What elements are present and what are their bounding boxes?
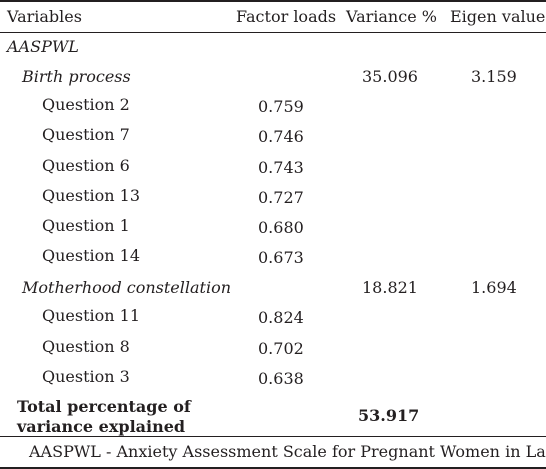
scale-label: AASPWL bbox=[7, 37, 79, 56]
question-label: Question 6 bbox=[42, 156, 130, 175]
header-rule bbox=[0, 32, 546, 33]
header-factor-loads: Factor loads bbox=[236, 7, 337, 26]
factor-load: 0.638 bbox=[258, 369, 304, 388]
question-label: Question 11 bbox=[42, 306, 141, 325]
factor-load: 0.759 bbox=[258, 97, 304, 116]
total-variance-label: Total percentage of variance explained bbox=[17, 397, 191, 436]
question-label: Question 7 bbox=[42, 125, 130, 144]
header-variance: Variance % bbox=[346, 7, 437, 26]
header-variables: Variables bbox=[7, 7, 82, 26]
total-variance-value: 53.917 bbox=[358, 406, 420, 425]
factor-name: Motherhood constellation bbox=[22, 278, 232, 297]
question-label: Question 3 bbox=[42, 367, 130, 386]
factor-load: 0.743 bbox=[258, 158, 304, 177]
factor-name: Birth process bbox=[22, 67, 131, 86]
factor-load: 0.746 bbox=[258, 127, 304, 146]
question-label: Question 14 bbox=[42, 246, 141, 265]
factor-eigen-value: 3.159 bbox=[471, 67, 517, 86]
question-label: Question 1 bbox=[42, 216, 130, 235]
table-footnote: AASPWL - Anxiety Assessment Scale for Pr… bbox=[29, 442, 546, 461]
question-label: Question 2 bbox=[42, 95, 130, 114]
table-end-rule bbox=[0, 436, 546, 437]
factor-eigen-value: 1.694 bbox=[471, 278, 517, 297]
factor-load: 0.727 bbox=[258, 188, 304, 207]
header-eigen-value: Eigen value bbox=[450, 7, 546, 26]
factor-variance: 18.821 bbox=[362, 278, 418, 297]
factor-load: 0.702 bbox=[258, 339, 304, 358]
factor-load: 0.680 bbox=[258, 218, 304, 237]
factor-load: 0.824 bbox=[258, 308, 304, 327]
question-label: Question 8 bbox=[42, 337, 130, 356]
table-bottom-rule bbox=[0, 467, 546, 469]
factor-variance: 35.096 bbox=[362, 67, 418, 86]
question-label: Question 13 bbox=[42, 186, 141, 205]
table-top-rule bbox=[0, 0, 546, 2]
factor-load: 0.673 bbox=[258, 248, 304, 267]
